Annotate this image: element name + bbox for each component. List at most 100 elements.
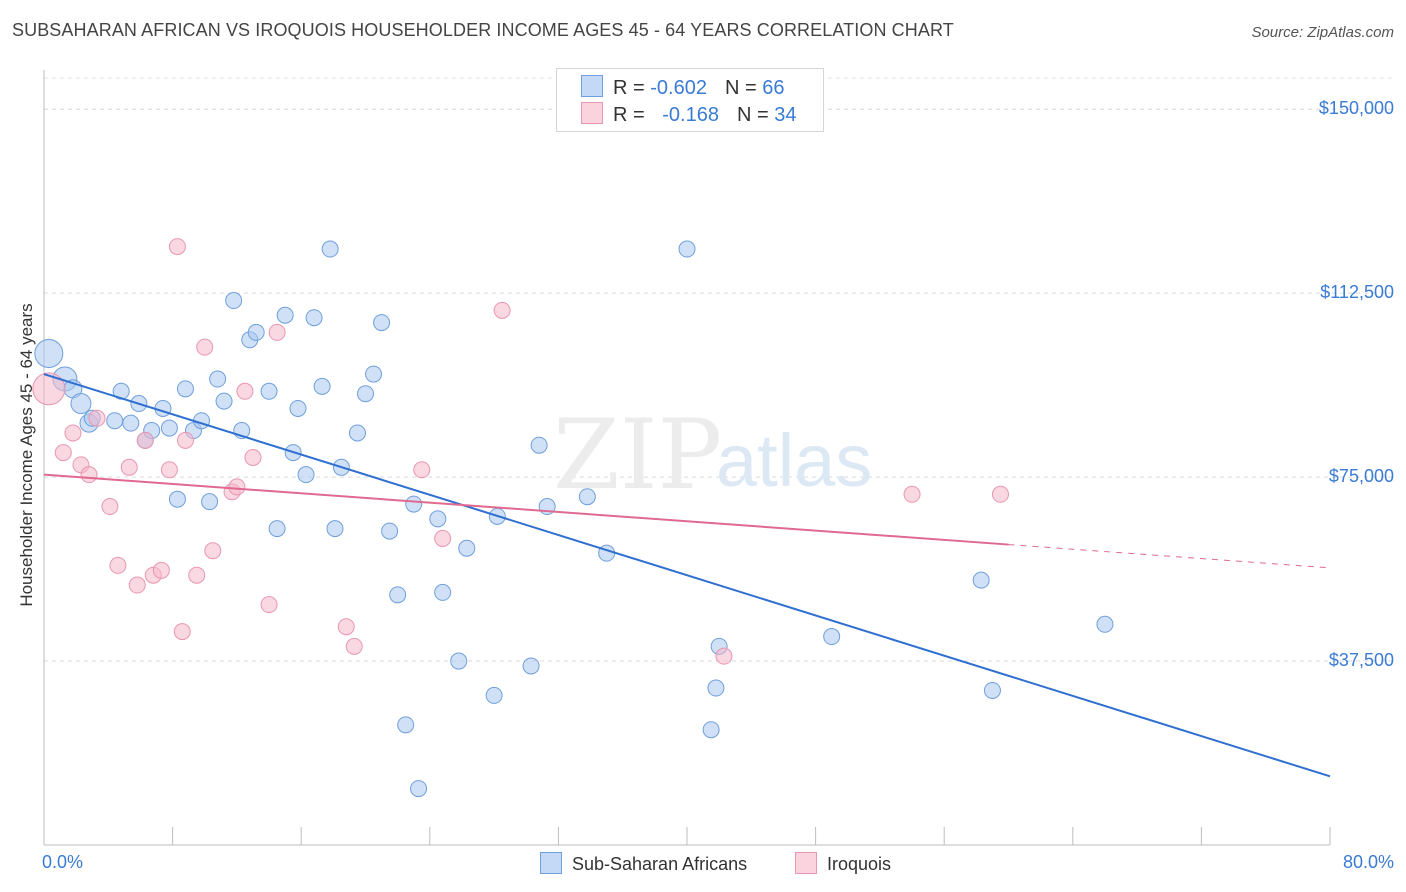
point-iroquois — [236, 382, 254, 400]
point-iroquois — [260, 596, 278, 614]
legend-row-subsaharan: R = -0.602 N = 66 — [581, 75, 784, 99]
point-subsaharan — [485, 686, 503, 704]
point-subsaharan — [397, 716, 415, 734]
trend-line-iroquois-extrapolated — [1008, 544, 1331, 569]
point-iroquois — [176, 431, 194, 449]
point-iroquois — [128, 576, 146, 594]
bottom-legend-label: Sub-Saharan Africans — [572, 854, 748, 874]
watermark-atlas: atlas — [716, 419, 872, 502]
point-subsaharan — [168, 490, 186, 508]
point-iroquois — [196, 338, 214, 356]
x-tick-label-min: 0.0% — [42, 852, 84, 872]
point-subsaharan — [247, 323, 265, 341]
point-iroquois — [80, 466, 98, 484]
point-subsaharan — [405, 495, 423, 513]
chart-title: SUBSAHARAN AFRICAN VS IROQUOIS HOUSEHOLD… — [12, 20, 954, 40]
point-subsaharan — [326, 520, 344, 538]
point-iroquois — [32, 372, 66, 406]
point-subsaharan — [176, 380, 194, 398]
point-iroquois — [136, 431, 154, 449]
legend-n-label: N = — [736, 104, 775, 126]
trend-lines — [43, 373, 1331, 778]
points — [32, 238, 1114, 798]
point-subsaharan — [983, 681, 1001, 699]
point-subsaharan — [373, 314, 391, 332]
trend-line-iroquois — [43, 473, 1009, 546]
y-tick-label: $37,500 — [1328, 650, 1394, 671]
point-iroquois — [204, 542, 222, 560]
point-subsaharan — [678, 240, 696, 258]
legend-swatch-subsaharan — [581, 75, 603, 97]
point-iroquois — [903, 485, 921, 503]
point-iroquois — [991, 485, 1009, 503]
bottom-legend-iroquois: Iroquois — [795, 852, 891, 875]
point-iroquois — [88, 409, 106, 427]
point-iroquois — [244, 449, 262, 466]
point-iroquois — [715, 647, 733, 665]
legend-r-label: R = — [613, 104, 651, 126]
point-subsaharan — [276, 306, 294, 324]
point-subsaharan — [289, 399, 307, 417]
point-subsaharan — [429, 510, 447, 528]
point-subsaharan — [297, 466, 315, 484]
correlation-legend: R = -0.602 N = 66 R = -0.168 N = 34 — [556, 68, 824, 132]
point-subsaharan — [348, 424, 366, 442]
x-tick-label-max: 80.0% — [1342, 852, 1394, 872]
point-iroquois — [101, 498, 119, 516]
trend-line-subsaharan — [43, 373, 1331, 778]
point-subsaharan — [122, 414, 140, 432]
point-subsaharan — [313, 377, 331, 395]
point-subsaharan — [260, 382, 278, 400]
point-iroquois — [152, 561, 170, 579]
point-iroquois — [168, 238, 186, 256]
point-subsaharan — [522, 657, 540, 675]
point-iroquois — [337, 618, 355, 636]
bottom-legend-label: Iroquois — [827, 854, 892, 874]
legend-r-value: -0.602 — [650, 77, 707, 99]
point-subsaharan — [305, 309, 323, 327]
legend-n-value: 34 — [774, 104, 797, 126]
point-subsaharan — [357, 385, 374, 403]
point-subsaharan — [215, 392, 233, 410]
watermark-zip: ZIP — [553, 399, 722, 511]
point-subsaharan — [434, 583, 452, 601]
bottom-legend-swatch-iroquois — [795, 852, 817, 874]
point-subsaharan — [106, 412, 124, 430]
axes — [43, 70, 1331, 846]
source-label: Source: ZipAtlas.com — [1251, 24, 1394, 41]
y-tick-label: $150,000 — [1318, 98, 1394, 119]
point-iroquois — [268, 323, 286, 341]
point-iroquois — [120, 458, 138, 476]
y-axis-label: Householder Income Ages 45 - 64 years — [17, 303, 36, 607]
point-subsaharan — [209, 370, 227, 388]
point-subsaharan — [70, 393, 92, 415]
y-tick-label: $112,500 — [1320, 282, 1394, 303]
point-iroquois — [160, 461, 178, 479]
bottom-legend-swatch-subsaharan — [540, 852, 562, 874]
point-iroquois — [345, 637, 363, 655]
y-tick-label: $75,000 — [1328, 466, 1394, 487]
point-subsaharan — [707, 679, 725, 697]
point-subsaharan — [530, 436, 548, 454]
legend-r-label: R = — [613, 77, 651, 99]
point-iroquois — [54, 444, 72, 462]
point-subsaharan — [160, 419, 178, 437]
legend-swatch-iroquois — [581, 102, 603, 124]
legend-row-iroquois: R = -0.168 N = 34 — [581, 102, 796, 126]
point-iroquois — [434, 529, 452, 547]
point-subsaharan — [702, 721, 720, 739]
point-subsaharan — [450, 652, 468, 670]
point-subsaharan — [225, 292, 243, 310]
point-subsaharan — [201, 493, 219, 511]
point-subsaharan — [381, 522, 399, 540]
watermark: ZIP atlas — [553, 399, 872, 511]
grid — [44, 77, 1394, 662]
point-iroquois — [228, 478, 246, 496]
legend-r-value: -0.168 — [662, 104, 719, 126]
legend-n-value: 66 — [762, 77, 785, 99]
bottom-legend-subsaharan: Sub-Saharan Africans — [540, 852, 747, 875]
point-subsaharan — [1096, 615, 1114, 633]
point-subsaharan — [268, 520, 286, 538]
point-subsaharan — [823, 628, 841, 646]
